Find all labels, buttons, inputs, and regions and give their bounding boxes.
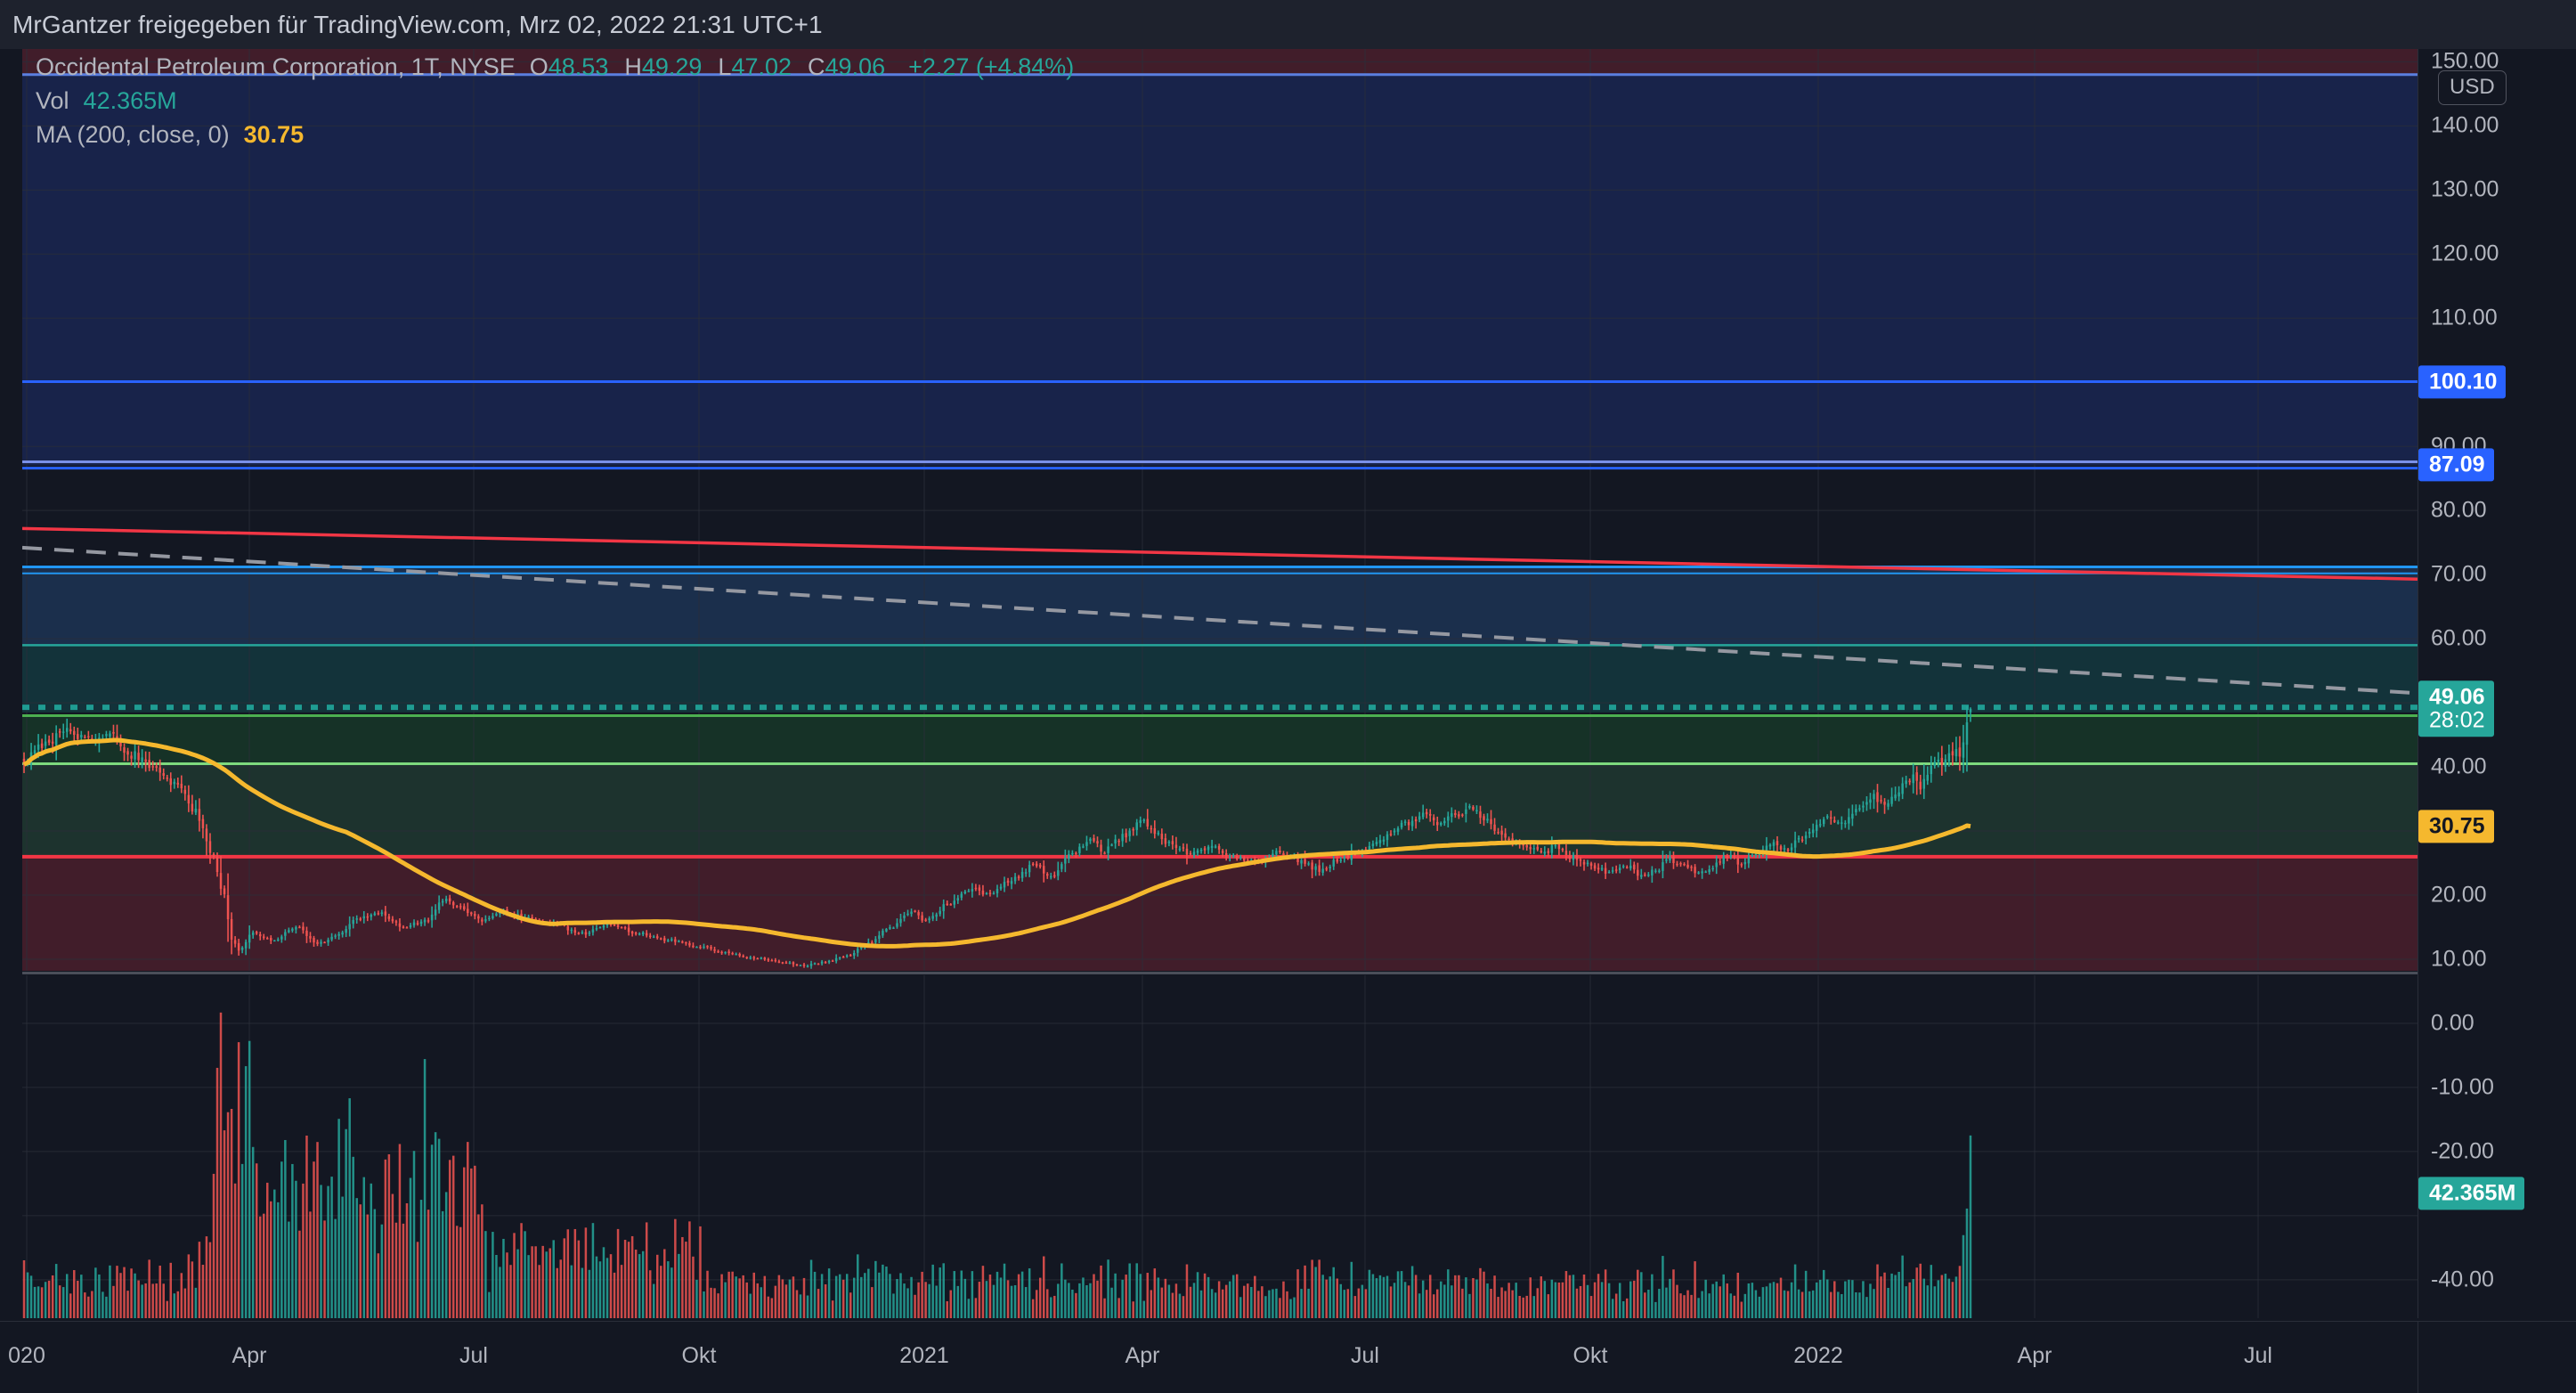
price-tick: -10.00 (2431, 1074, 2494, 1100)
volume-plot (22, 975, 2418, 1318)
price-tick: -20.00 (2431, 1138, 2494, 1164)
time-tick: 2022 (1793, 1343, 1843, 1368)
time-tick: Jul (459, 1343, 488, 1368)
price-badge-resistance-100[interactable]: 100.10 (2418, 364, 2507, 399)
ma-200-line (22, 737, 1971, 949)
price-badge-resistance-87[interactable]: 87.09 (2418, 448, 2494, 482)
price-badge-last-price[interactable]: 49.06 28:02 (2418, 680, 2494, 737)
watermark-bar: MrGantzer freigegeben für TradingView.co… (0, 0, 2576, 49)
price-tick: 40.00 (2431, 754, 2487, 779)
time-tick: Jul (2244, 1343, 2272, 1368)
zone-green-lower (22, 763, 2418, 857)
time-tick: 020 (8, 1343, 45, 1368)
price-tick: 120.00 (2431, 240, 2499, 266)
price-tick: 70.00 (2431, 561, 2487, 587)
price-tick: -40.00 (2431, 1267, 2494, 1292)
watermark-text: MrGantzer freigegeben für TradingView.co… (12, 10, 823, 38)
price-tick: 80.00 (2431, 497, 2487, 523)
zone-teal-band (22, 645, 2418, 713)
time-tick: Jul (1351, 1343, 1379, 1368)
price-badge-volume-value[interactable]: 42.365M (2418, 1177, 2525, 1210)
price-tick: 130.00 (2431, 176, 2499, 202)
price-tick: 10.00 (2431, 946, 2487, 972)
time-tick: Apr (232, 1343, 267, 1368)
volume-pane[interactable] (22, 975, 2418, 1318)
time-tick: Okt (1572, 1343, 1608, 1368)
price-pane[interactable] (22, 49, 2418, 971)
time-tick: Apr (2017, 1343, 2052, 1368)
price-tick: 60.00 (2431, 625, 2487, 651)
time-tick: Apr (1125, 1343, 1160, 1368)
price-tick: 20.00 (2431, 882, 2487, 908)
price-axis[interactable]: USD 150.00 140.00 130.00 120.00 110.00 90.00 8… (2418, 49, 2576, 1318)
chart-canvas[interactable] (22, 49, 2418, 1318)
price-tick: 150.00 (2431, 48, 2499, 74)
time-tick: Okt (681, 1343, 717, 1368)
time-axis[interactable]: 020 Apr Jul Okt 2021 Apr Jul Okt 2022 Apr Jul (0, 1321, 2576, 1393)
zone-blue-upper (22, 74, 2418, 466)
currency-chip[interactable]: USD (2438, 70, 2507, 105)
price-tick: 0.00 (2431, 1010, 2474, 1036)
zone-green-upper (22, 715, 2418, 764)
countdown-text: 28:02 (2429, 707, 2485, 733)
pane-separator[interactable] (22, 972, 2418, 974)
zone-blue-lower (22, 567, 2418, 646)
time-tick: 2021 (899, 1343, 949, 1368)
price-plot (22, 49, 2418, 971)
price-tick: 110.00 (2431, 305, 2498, 330)
price-badge-ma-value[interactable]: 30.75 (2418, 810, 2494, 843)
price-tick: 140.00 (2431, 112, 2499, 138)
